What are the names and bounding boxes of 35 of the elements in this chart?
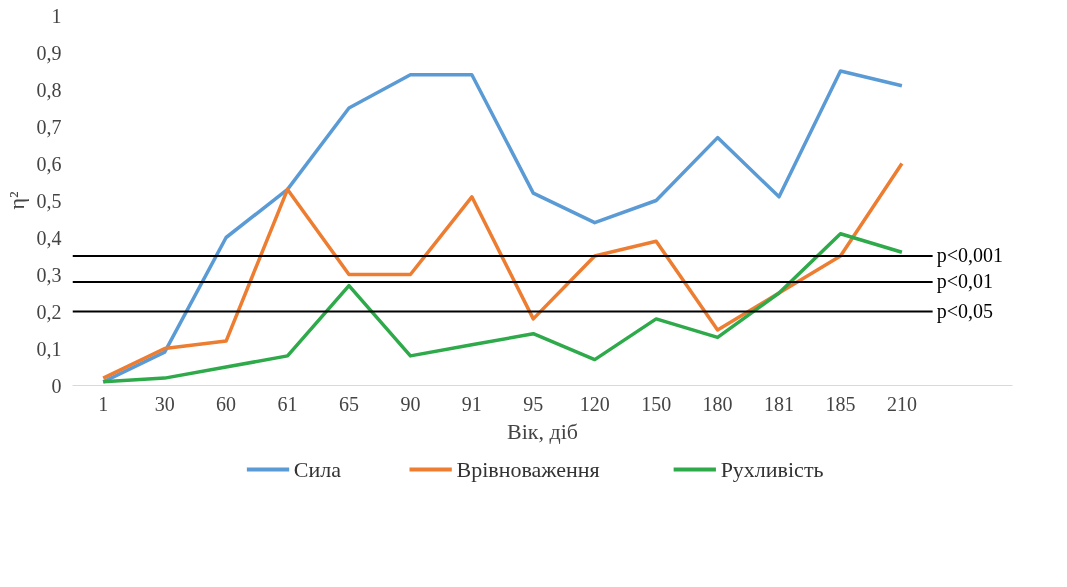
x-tick-label: 95 [523, 392, 544, 415]
x-tick-label: 181 [764, 392, 795, 415]
x-tick-label: 210 [886, 392, 917, 415]
y-tick-label: 0,9 [36, 41, 62, 64]
line-series [101, 161, 904, 380]
y-axis-title: η² [3, 191, 29, 210]
line-series [101, 232, 904, 384]
x-tick-label: 185 [825, 392, 856, 415]
x-tick-label: 180 [702, 392, 733, 415]
x-tick-label: 65 [338, 392, 359, 415]
y-tick-label: 0,3 [36, 263, 62, 286]
x-tick-label: 60 [216, 392, 237, 415]
y-tick-label: 1 [51, 4, 62, 27]
y-tick-label: 0,5 [36, 189, 62, 212]
x-tick-label: 91 [461, 392, 482, 415]
x-axis-title: Вік, діб [507, 418, 578, 444]
legend-label: Врівноваження [456, 457, 600, 482]
legend-label: Сила [293, 457, 342, 482]
ref-line-label: p<0,001 [936, 244, 1003, 267]
y-tick-label: 0,6 [36, 152, 62, 175]
x-tick-label: 61 [277, 392, 298, 415]
y-tick-label: 0,4 [36, 226, 62, 249]
y-tick-label: 0 [51, 374, 62, 397]
legend-label: Рухливість [720, 457, 824, 482]
y-tick-label: 0,7 [36, 115, 62, 138]
ref-line-label: p<0,01 [936, 269, 993, 293]
y-tick-label: 0,8 [36, 78, 62, 101]
y-tick-label: 0,1 [36, 337, 62, 360]
ref-line-label: p<0,05 [936, 299, 993, 323]
x-tick-label: 150 [641, 392, 672, 415]
x-tick-label: 1 [98, 392, 109, 415]
x-tick-label: 120 [579, 392, 610, 415]
y-tick-label: 0,2 [36, 300, 62, 323]
x-tick-label: 90 [400, 392, 421, 415]
x-tick-label: 30 [154, 392, 175, 415]
